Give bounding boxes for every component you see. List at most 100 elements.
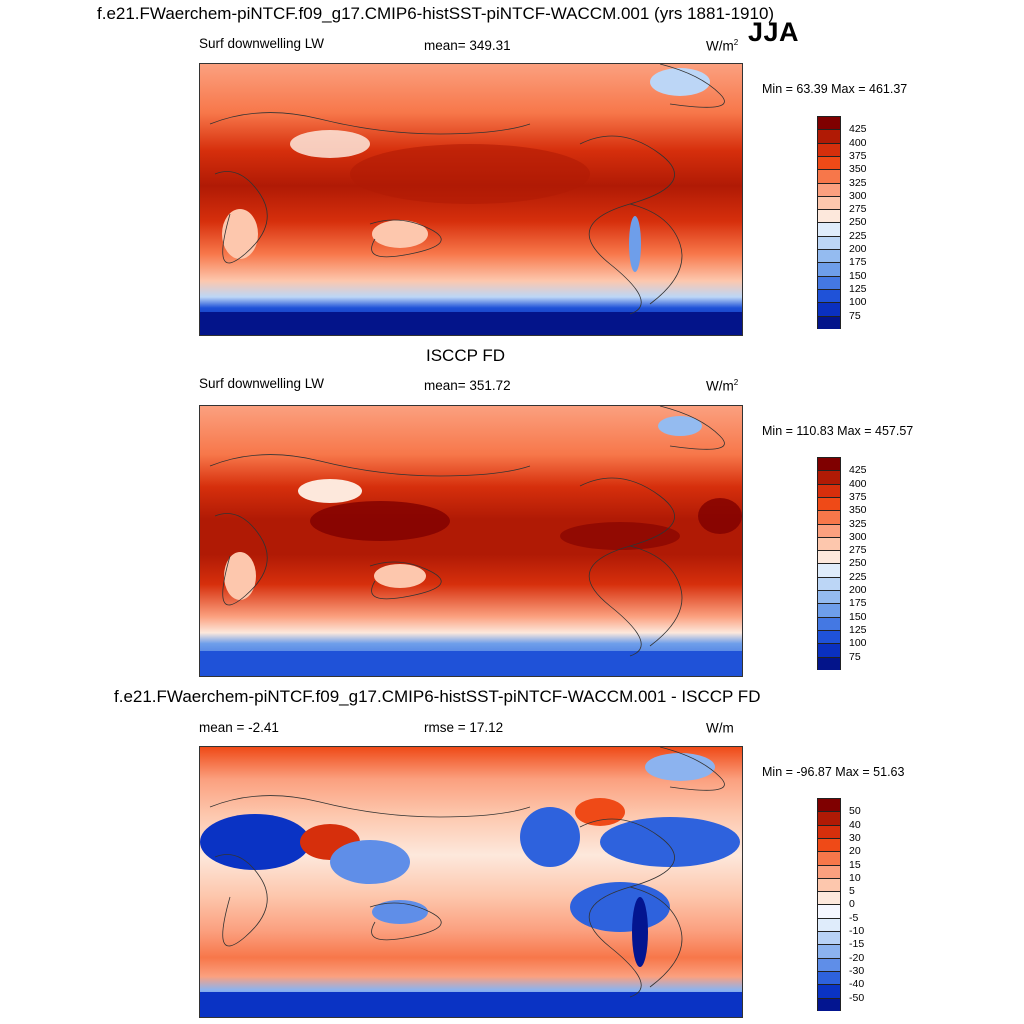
panel3-map-graphic bbox=[200, 747, 742, 1017]
colorbar-tick-label: 400 bbox=[849, 136, 867, 149]
colorbar-tick-label: 150 bbox=[849, 610, 867, 623]
colorbar-swatch bbox=[817, 496, 841, 511]
panel1-title: f.e21.FWaerchem-piNTCF.f09_g17.CMIP6-his… bbox=[97, 4, 775, 23]
colorbar-swatch bbox=[817, 629, 841, 644]
colorbar-tick-label: 400 bbox=[849, 477, 867, 490]
colorbar-tick-label: -15 bbox=[849, 938, 865, 951]
panel1-variable-label: Surf downwelling LW bbox=[199, 36, 325, 51]
colorbar-swatch bbox=[817, 603, 841, 618]
panel3-mean-label: mean = -2.41 bbox=[199, 720, 279, 735]
colorbar-swatch bbox=[817, 811, 841, 826]
colorbar-swatch bbox=[817, 155, 841, 170]
colorbar-tick-label: 75 bbox=[849, 309, 861, 322]
colorbar-tick-label: 350 bbox=[849, 504, 867, 517]
colorbar-tick-label: 125 bbox=[849, 282, 867, 295]
colorbar-swatch bbox=[817, 315, 841, 330]
colorbar-swatch bbox=[817, 997, 841, 1012]
panel2-units: W/m2 bbox=[706, 378, 739, 394]
colorbar-swatch bbox=[817, 798, 841, 812]
colorbar-tick-label: 250 bbox=[849, 216, 867, 229]
panel2-minmax: Min = 110.83 Max = 457.57 bbox=[762, 424, 914, 438]
colorbar-tick-label: 100 bbox=[849, 637, 867, 650]
colorbar-swatch bbox=[817, 209, 841, 223]
colorbar-tick-label: 15 bbox=[849, 858, 861, 871]
panel3-rmse-label: rmse = 17.12 bbox=[424, 720, 504, 735]
colorbar-tick-label: 275 bbox=[849, 203, 867, 216]
colorbar-swatch bbox=[817, 957, 841, 972]
colorbar-tick-label: 375 bbox=[849, 149, 867, 162]
colorbar-swatch bbox=[817, 550, 841, 564]
colorbar-swatch bbox=[817, 656, 841, 671]
colorbar-swatch bbox=[817, 563, 841, 578]
colorbar-tick-label: -20 bbox=[849, 951, 865, 964]
colorbar-tick-label: 425 bbox=[849, 123, 867, 136]
colorbar-tick-label: 275 bbox=[849, 544, 867, 557]
season-label: JJA bbox=[748, 17, 800, 47]
colorbar-swatch bbox=[817, 877, 841, 892]
panel1-map-graphic bbox=[200, 64, 742, 335]
colorbar-swatch bbox=[817, 970, 841, 985]
colorbar-tick-label: 350 bbox=[849, 163, 867, 176]
panel3-map bbox=[199, 746, 743, 1018]
colorbar-tick-label: 40 bbox=[849, 818, 861, 831]
colorbar-swatch bbox=[817, 470, 841, 485]
colorbar-swatch bbox=[817, 249, 841, 263]
colorbar-tick-label: 225 bbox=[849, 570, 867, 583]
colorbar-swatch bbox=[817, 643, 841, 657]
colorbar-swatch bbox=[817, 235, 841, 250]
colorbar-swatch bbox=[817, 536, 841, 551]
colorbar-tick-label: -50 bbox=[849, 991, 865, 1004]
colorbar-tick-label: 375 bbox=[849, 490, 867, 503]
colorbar-tick-label: 30 bbox=[849, 831, 861, 844]
colorbar-swatch bbox=[817, 288, 841, 303]
panel3-title: f.e21.FWaerchem-piNTCF.f09_g17.CMIP6-his… bbox=[114, 687, 761, 706]
panel1-units: W/m2 bbox=[706, 38, 739, 54]
colorbar-swatch bbox=[817, 182, 841, 197]
colorbar-swatch bbox=[817, 824, 841, 839]
colorbar-swatch bbox=[817, 891, 841, 905]
colorbar-tick-label: 250 bbox=[849, 557, 867, 570]
colorbar-tick-label: 425 bbox=[849, 464, 867, 477]
colorbar-swatch bbox=[817, 302, 841, 316]
colorbar-swatch bbox=[817, 510, 841, 524]
panel2-title: ISCCP FD bbox=[426, 346, 506, 365]
colorbar-tick-label: 150 bbox=[849, 269, 867, 282]
panel1-map bbox=[199, 63, 743, 336]
colorbar-swatch bbox=[817, 944, 841, 959]
colorbar-tick-label: 100 bbox=[849, 296, 867, 309]
colorbar-tick-label: -40 bbox=[849, 978, 865, 991]
colorbar-tick-label: 175 bbox=[849, 597, 867, 610]
colorbar-tick-label: 75 bbox=[849, 650, 861, 663]
colorbar-swatch bbox=[817, 116, 841, 130]
colorbar-swatch bbox=[817, 616, 841, 631]
colorbar-tick-label: 300 bbox=[849, 189, 867, 202]
colorbar-tick-label: -5 bbox=[849, 911, 859, 924]
colorbar-swatch bbox=[817, 837, 841, 852]
colorbar-tick-label: 325 bbox=[849, 176, 867, 189]
colorbar-swatch bbox=[817, 904, 841, 919]
colorbar-tick-label: 200 bbox=[849, 243, 867, 255]
colorbar-swatch bbox=[817, 275, 841, 290]
colorbar-tick-label: 200 bbox=[849, 584, 867, 596]
colorbar-swatch bbox=[817, 917, 841, 932]
colorbar-tick-label: -30 bbox=[849, 964, 865, 977]
colorbar-tick-label: 50 bbox=[849, 805, 861, 818]
colorbar-tick-label: 125 bbox=[849, 623, 867, 636]
colorbar-swatch bbox=[817, 457, 841, 471]
panel1-minmax: Min = 63.39 Max = 461.37 bbox=[762, 82, 908, 96]
colorbar-swatch bbox=[817, 590, 841, 604]
colorbar-swatch bbox=[817, 142, 841, 157]
panel2-map bbox=[199, 405, 743, 677]
panel2-variable-label: Surf downwelling LW bbox=[199, 376, 325, 391]
colorbar-swatch bbox=[817, 222, 841, 237]
panel1-mean-label: mean= 349.31 bbox=[424, 38, 511, 53]
panel2-mean-label: mean= 351.72 bbox=[424, 378, 511, 393]
colorbar-tick-label: 225 bbox=[849, 229, 867, 242]
panel2-map-graphic bbox=[200, 406, 742, 676]
colorbar-swatch bbox=[817, 169, 841, 183]
colorbar-swatch bbox=[817, 851, 841, 865]
colorbar-swatch bbox=[817, 195, 841, 210]
colorbar-tick-label: -10 bbox=[849, 925, 865, 937]
colorbar-tick-label: 5 bbox=[849, 885, 855, 898]
colorbar-swatch bbox=[817, 931, 841, 945]
